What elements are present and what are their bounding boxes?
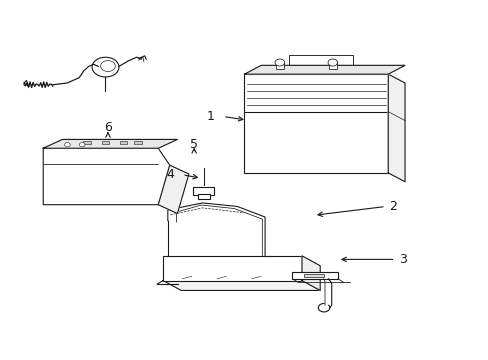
Circle shape — [274, 59, 284, 66]
Bar — [304, 274, 323, 277]
Text: 5: 5 — [190, 138, 198, 151]
Polygon shape — [302, 256, 320, 291]
Polygon shape — [163, 280, 320, 291]
Bar — [163, 256, 302, 280]
Circle shape — [64, 143, 70, 147]
Bar — [193, 187, 214, 195]
Text: 1: 1 — [206, 110, 214, 123]
Polygon shape — [43, 139, 177, 148]
Bar — [198, 194, 209, 199]
Polygon shape — [43, 148, 169, 205]
Bar — [120, 141, 127, 144]
Polygon shape — [244, 65, 404, 74]
Bar — [275, 63, 283, 69]
Text: 6: 6 — [104, 121, 112, 134]
Text: 4: 4 — [166, 168, 174, 181]
Polygon shape — [387, 74, 404, 182]
Bar — [83, 141, 90, 144]
Bar — [134, 141, 142, 144]
Circle shape — [79, 143, 85, 147]
Bar — [102, 141, 109, 144]
Text: 3: 3 — [398, 253, 406, 266]
Polygon shape — [158, 165, 188, 213]
Bar — [244, 74, 387, 173]
Bar — [328, 63, 336, 69]
Bar — [292, 273, 337, 279]
Text: 2: 2 — [388, 200, 396, 213]
Circle shape — [327, 59, 337, 66]
